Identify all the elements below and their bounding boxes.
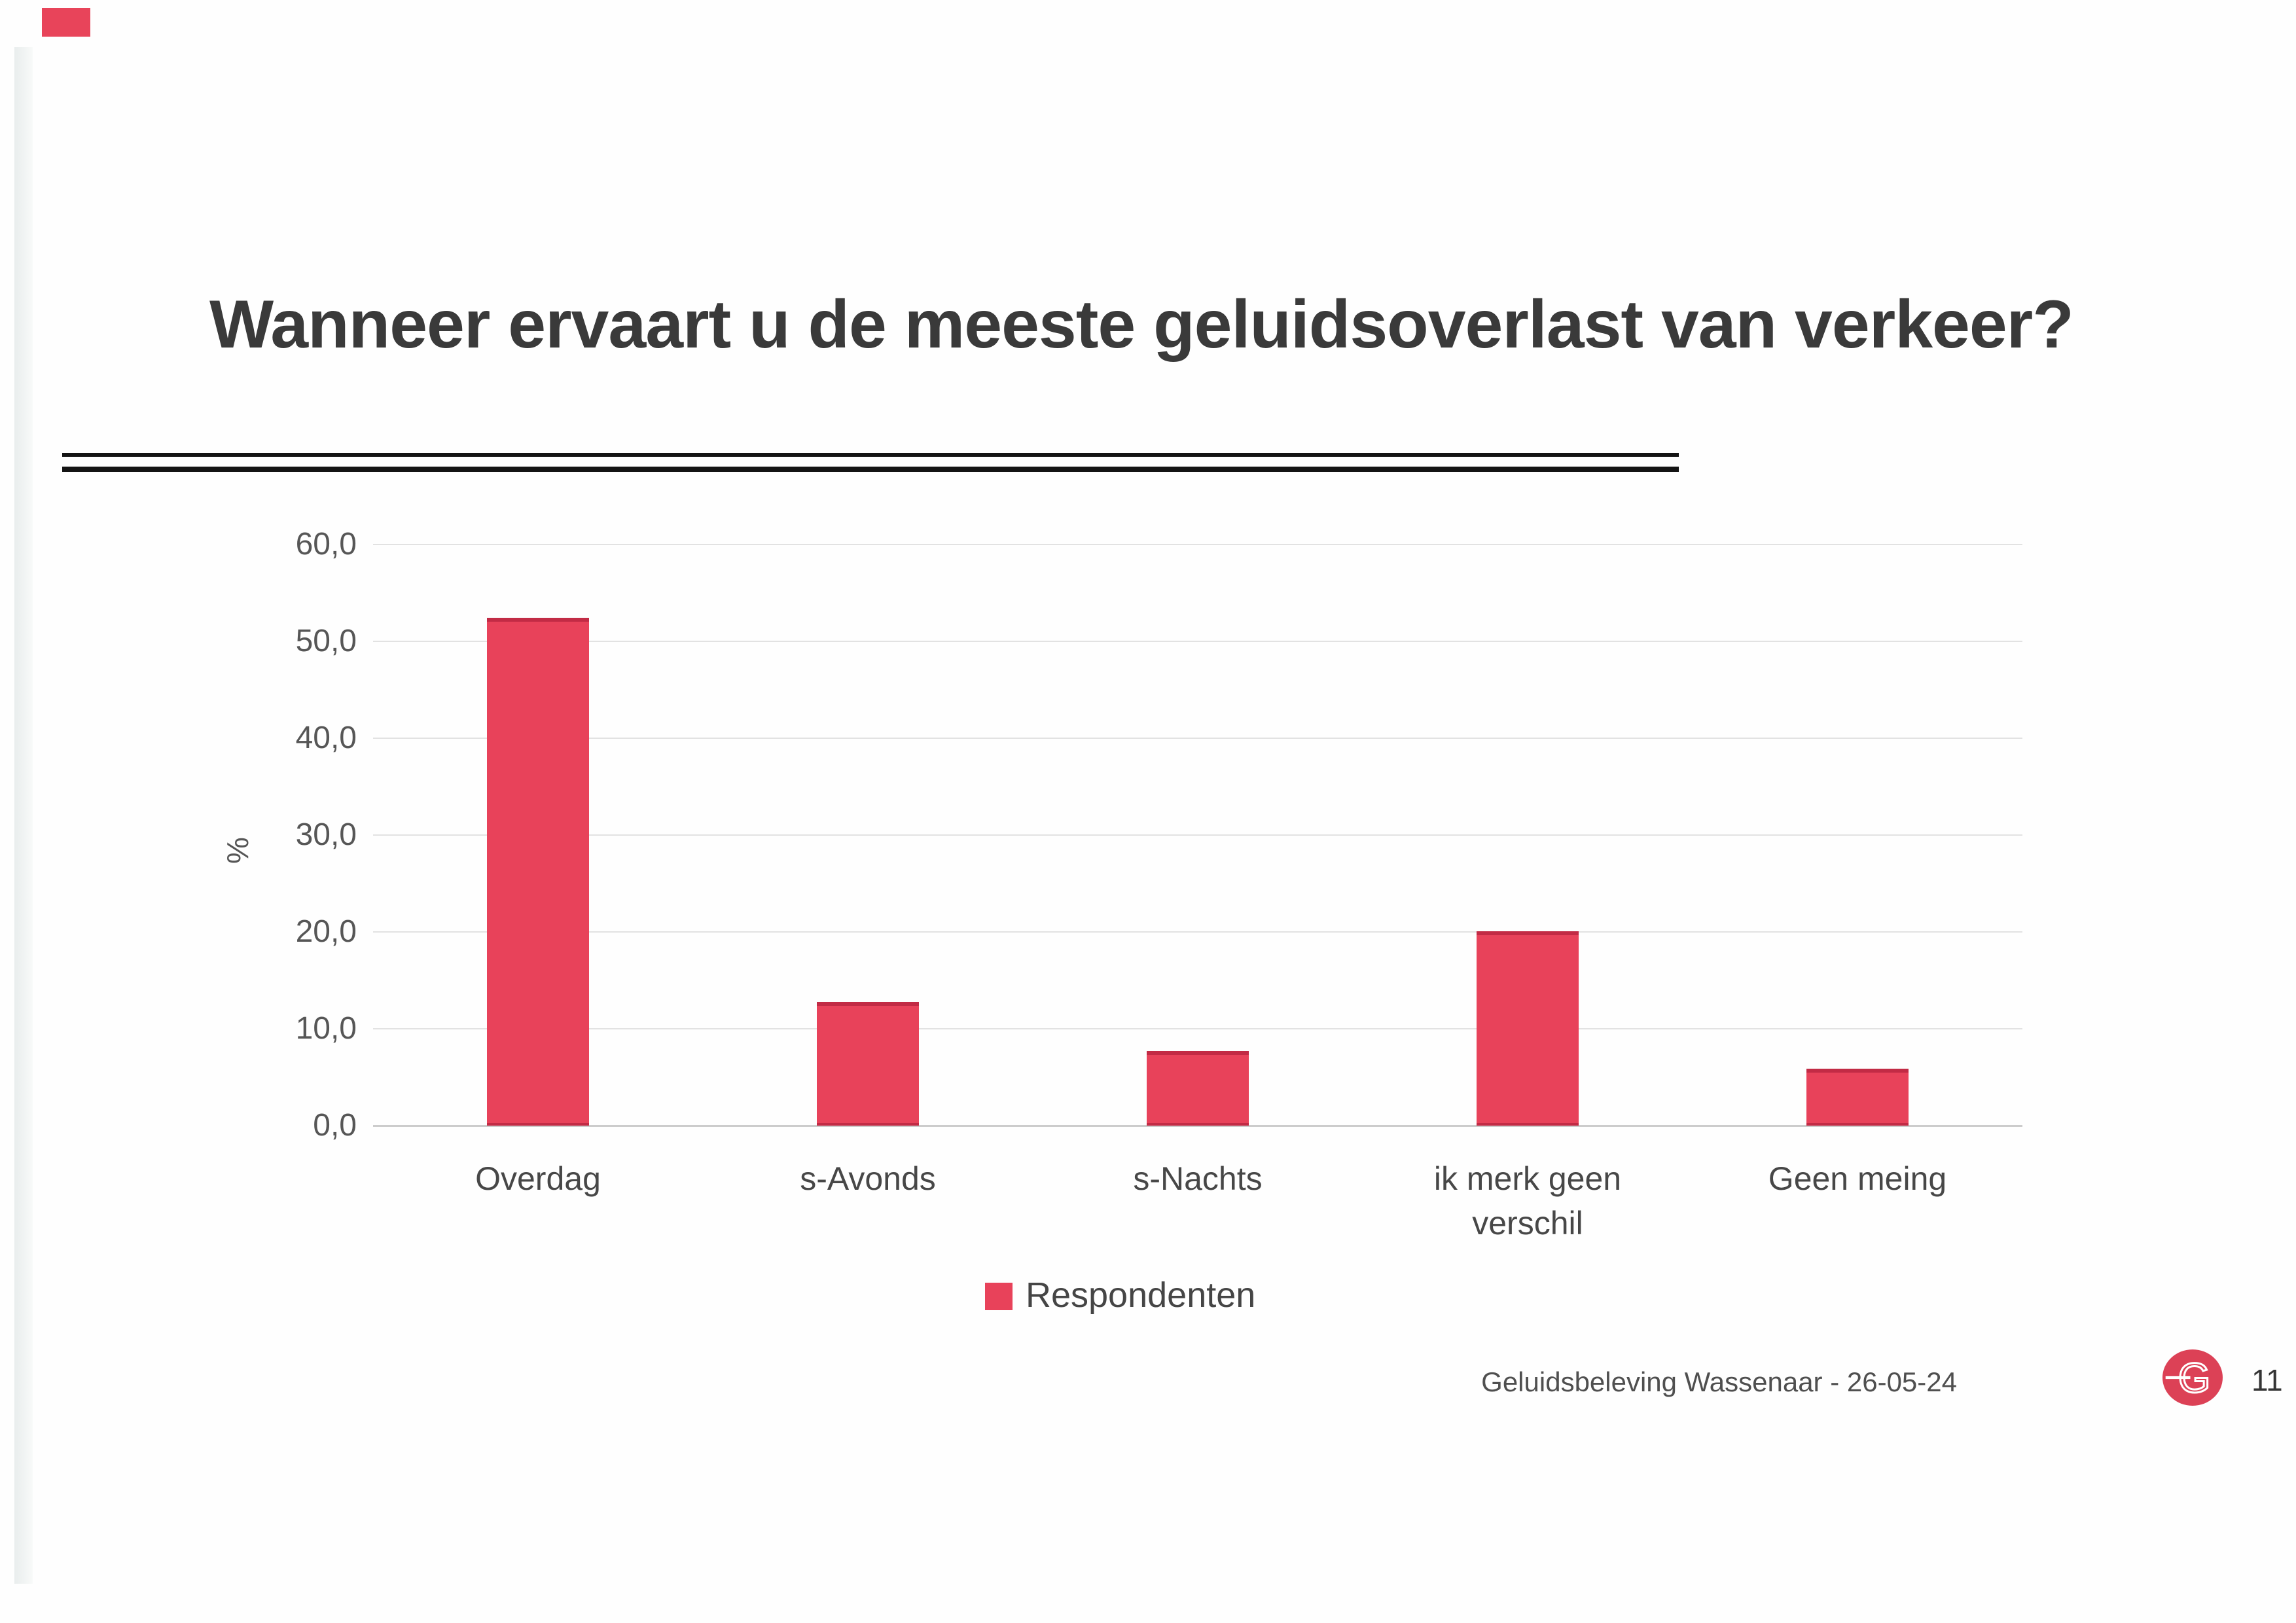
corner-scan-mark [42, 8, 90, 37]
page-number: 11 [2251, 1363, 2283, 1397]
footer-source-text: Geluidsbeleving Wassenaar - 26-05-24 [1481, 1366, 1957, 1397]
y-tick-label-60: 60,0 [295, 527, 357, 562]
x-category-label-s-avonds: s-Avonds [800, 1160, 936, 1197]
y-tick-label-40: 40,0 [295, 721, 357, 755]
y-tick-label-0: 0,0 [313, 1108, 357, 1143]
x-axis-baseline [373, 1125, 2022, 1127]
bar-ik-merk-geen-verschil [1477, 931, 1579, 1126]
x-category-label-overdag: Overdag [475, 1160, 601, 1197]
gridline-40 [373, 738, 2022, 739]
gridline-50 [373, 641, 2022, 642]
y-tick-label-30: 30,0 [295, 817, 357, 852]
gridline-30 [373, 834, 2022, 836]
gridline-60 [373, 544, 2022, 545]
bar-s-avonds [817, 1001, 919, 1126]
y-tick-label-10: 10,0 [295, 1011, 357, 1046]
chart-legend: Respondenten [985, 1275, 1255, 1315]
legend-label: Respondenten [1026, 1275, 1256, 1315]
gridline-10 [373, 1028, 2022, 1029]
bar-overdag [487, 618, 589, 1126]
logo-letter: G [2178, 1355, 2211, 1401]
title-double-rule [62, 453, 1679, 472]
y-tick-label-50: 50,0 [295, 624, 357, 658]
bar-s-nachts [1147, 1051, 1249, 1126]
x-category-label-ik-merk-geen-verschil: ik merk geen verschil [1433, 1160, 1622, 1241]
company-logo-icon: G [2162, 1349, 2223, 1406]
logo-g-glyph: G [2165, 1354, 2212, 1402]
scan-edge-artifact [14, 47, 33, 1584]
slide-title: Wanneer ervaart u de meeste geluidsoverl… [209, 286, 2074, 363]
y-tick-label-20: 20,0 [295, 914, 357, 949]
x-category-label-geen-meing: Geen meing [1768, 1160, 1947, 1197]
gridline-20 [373, 931, 2022, 933]
x-category-label-s-nachts: s-Nachts [1133, 1160, 1263, 1197]
y-axis-title: % [221, 837, 255, 864]
bar-geen-meing [1806, 1068, 1909, 1126]
legend-swatch-icon [985, 1283, 1013, 1310]
